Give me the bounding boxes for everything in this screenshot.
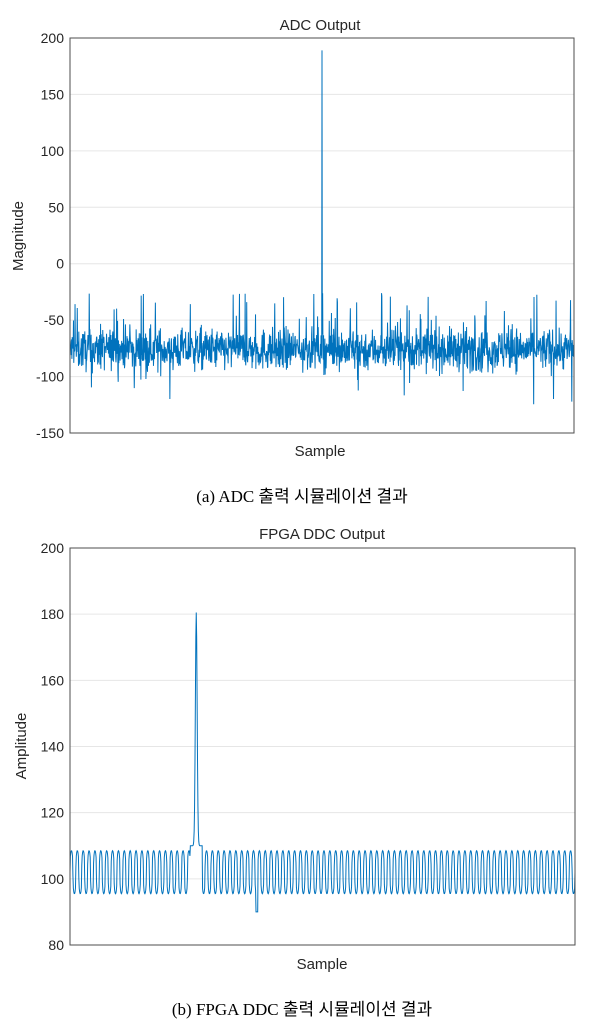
y-tick-label: 180 xyxy=(41,606,65,622)
figure-caption: (a) ADC 출력 시뮬레이션 결과 xyxy=(196,487,408,506)
axes-frame xyxy=(69,37,575,434)
y-tick-label: 150 xyxy=(41,86,65,102)
y-axis-ticks: 200 180 160 140 120 100 80 xyxy=(41,540,65,953)
chart-adc-output: 200 150 100 50 0 -50 -100 -150 ADC Output Sampl… xyxy=(10,17,575,506)
chart-title: FPGA DDC Output xyxy=(259,526,386,543)
y-axis-label: Amplitude xyxy=(13,713,30,780)
y-tick-label: -150 xyxy=(36,425,64,441)
y-tick-label: 100 xyxy=(41,871,65,887)
y-tick-label: 80 xyxy=(48,937,64,953)
y-tick-label: 0 xyxy=(56,256,64,272)
y-tick-label: 160 xyxy=(41,672,65,688)
series-line xyxy=(69,50,575,405)
y-tick-label: 140 xyxy=(41,739,65,755)
y-tick-label: -50 xyxy=(44,312,64,328)
y-axis-label: Magnitude xyxy=(10,201,27,271)
y-tick-label: 50 xyxy=(48,199,64,215)
figure-caption: (b) FPGA DDC 출력 시뮬레이션 결과 xyxy=(172,1000,433,1019)
chart-fpga-ddc-output: 200 180 160 140 120 100 80 FPGA DDC Output Sam… xyxy=(13,526,576,1019)
y-tick-label: -100 xyxy=(36,369,64,385)
series-line xyxy=(69,612,576,913)
y-axis-ticks: 200 150 100 50 0 -50 -100 -150 xyxy=(36,30,64,441)
y-tick-label: 200 xyxy=(41,30,65,46)
axes-frame xyxy=(69,547,576,946)
y-tick-label: 120 xyxy=(41,805,65,821)
x-axis-label: Sample xyxy=(295,443,346,460)
y-tick-label: 100 xyxy=(41,143,65,159)
chart-title: ADC Output xyxy=(280,17,362,34)
y-tick-label: 200 xyxy=(41,540,65,556)
x-axis-label: Sample xyxy=(297,956,348,973)
